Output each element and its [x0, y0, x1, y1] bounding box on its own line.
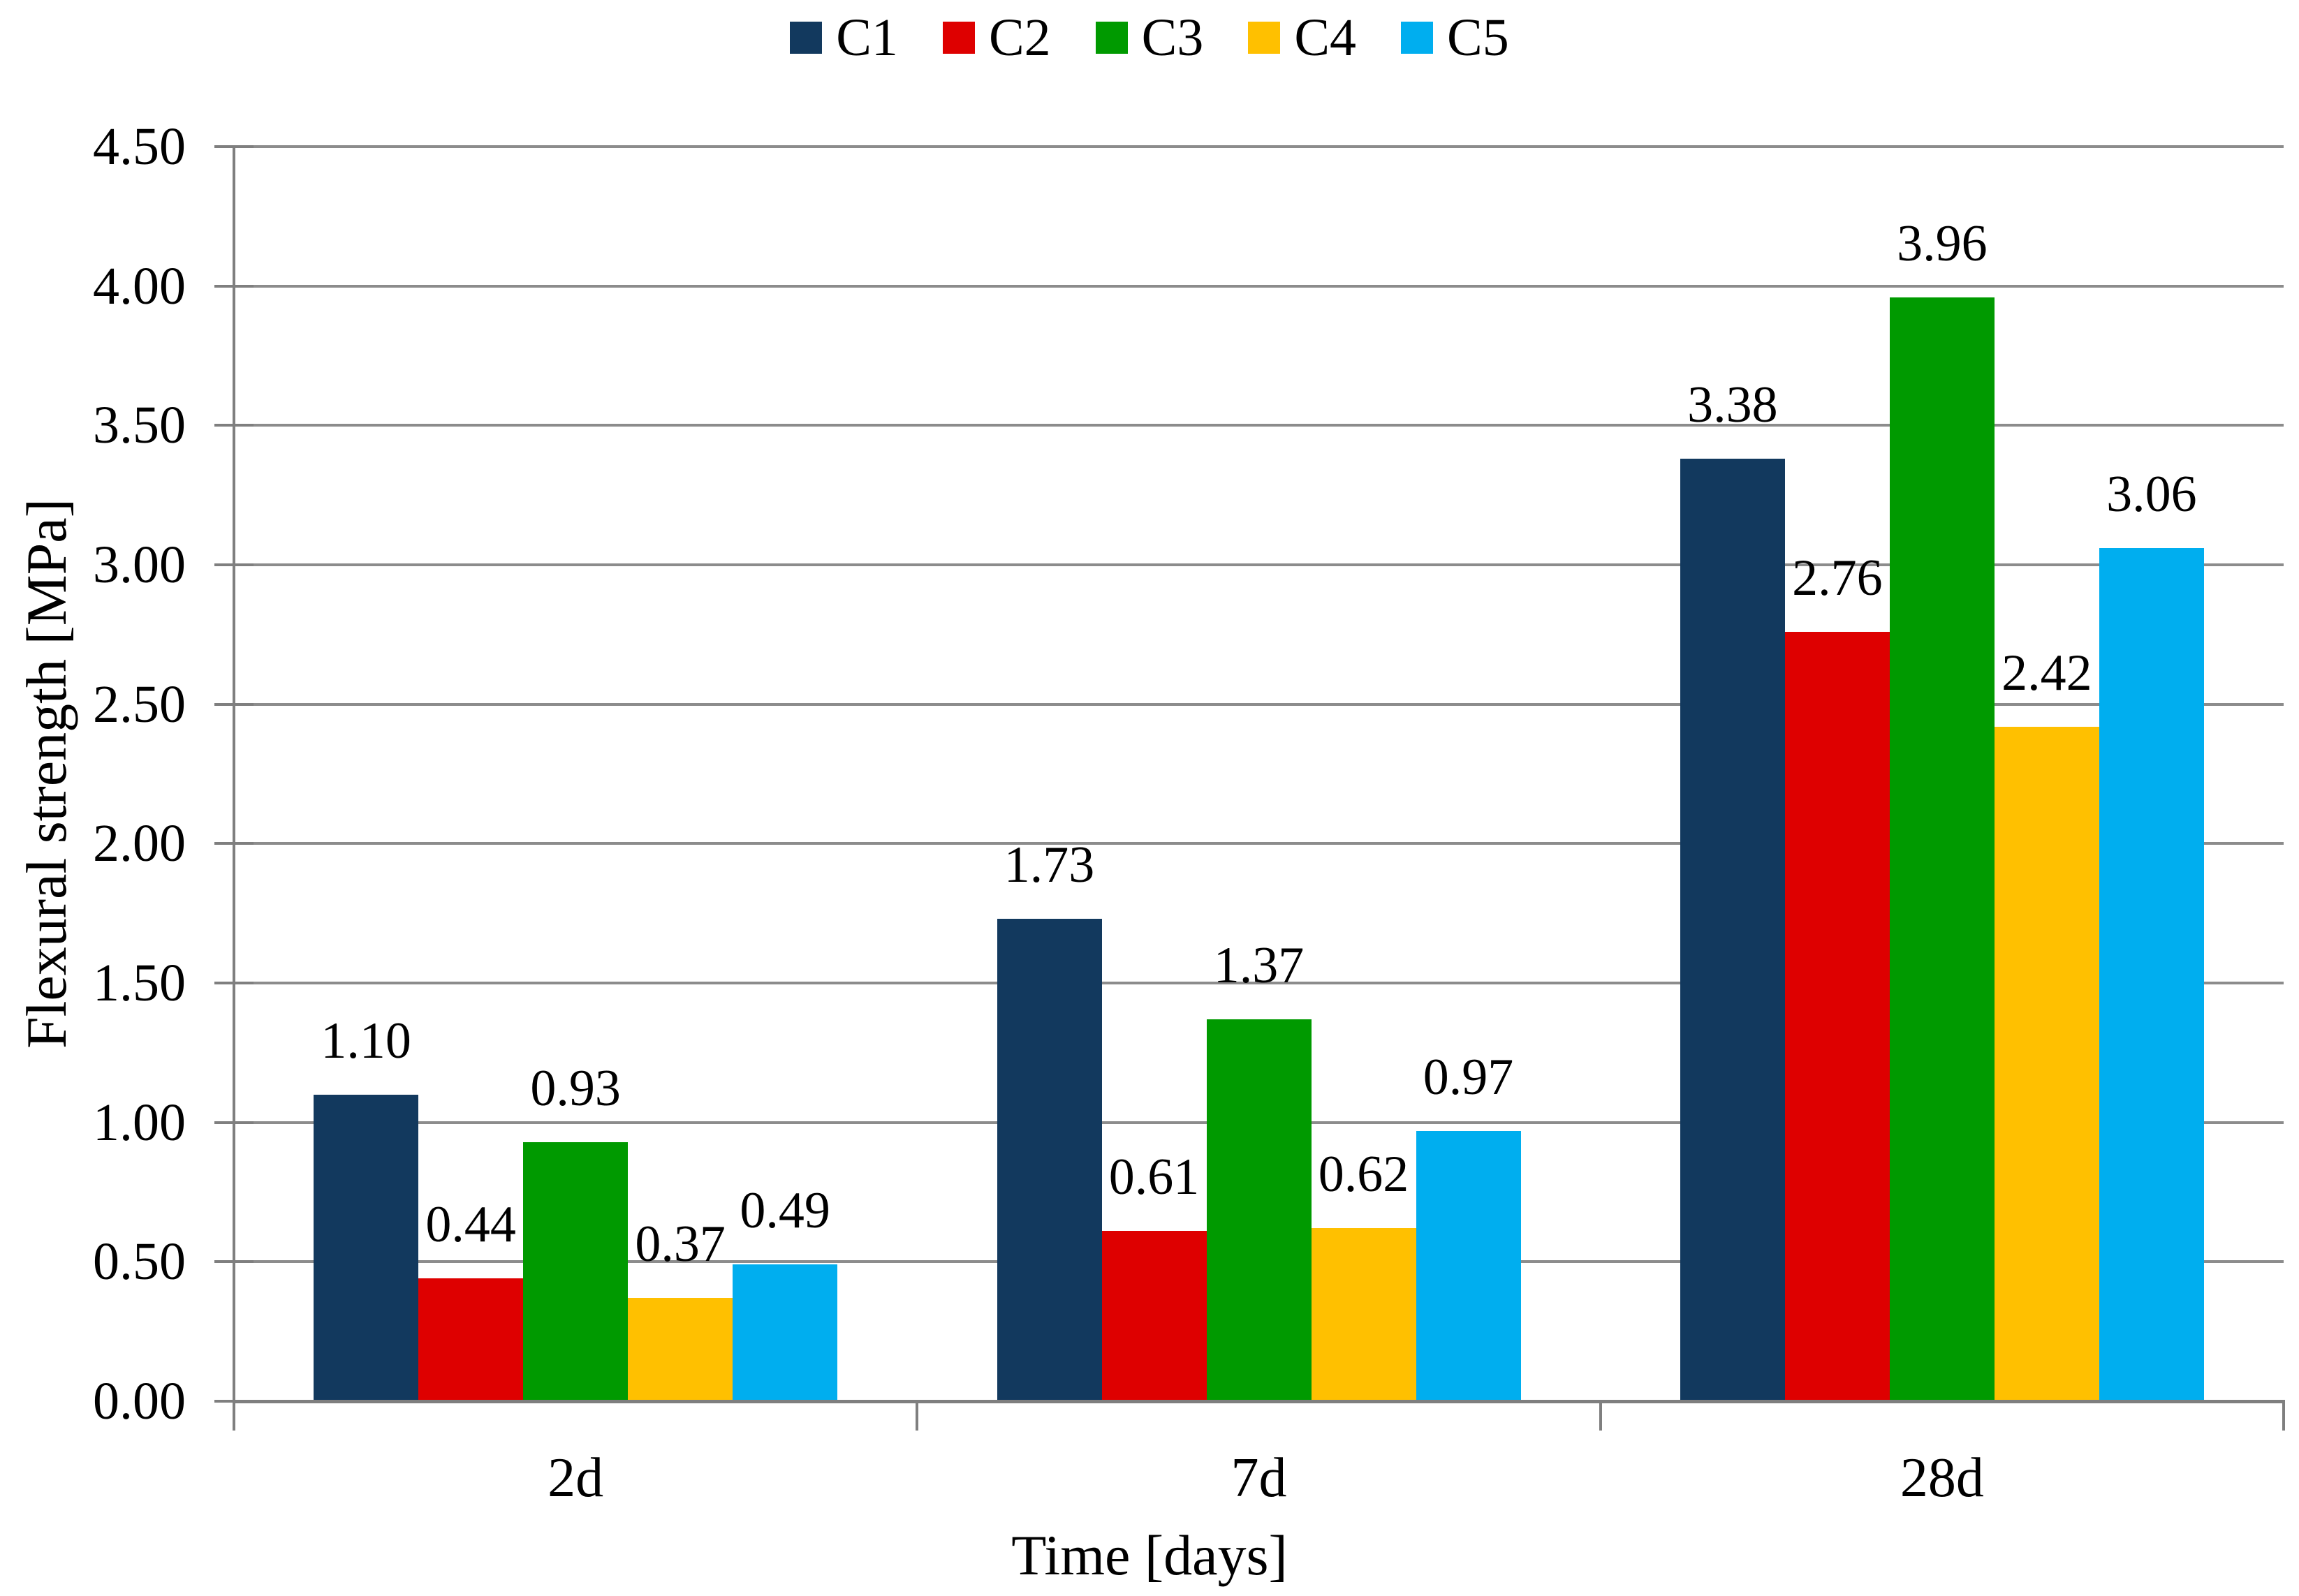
value-label-C2-28d: 2.76	[1792, 549, 1883, 607]
legend-label-C2: C2	[988, 8, 1051, 67]
gridline-3.50	[234, 424, 2284, 427]
legend-item: C3	[1095, 8, 1204, 67]
y-axis-label-2.00: 2.00	[93, 814, 186, 873]
bar-C3-28d	[1889, 297, 1995, 1401]
bar-C2-2d	[418, 1278, 524, 1401]
legend-item: C2	[942, 8, 1051, 67]
value-label-C2-7d: 0.61	[1108, 1148, 1200, 1206]
x-axis-title: Time [days]	[1011, 1523, 1288, 1587]
value-label-C1-28d: 3.38	[1687, 376, 1778, 434]
gridline-4.00	[234, 284, 2284, 288]
x-category-label-28d: 28d	[1900, 1447, 1984, 1509]
y-axis-label-4.00: 4.00	[93, 256, 186, 316]
legend-swatch-C2	[942, 22, 975, 54]
gridline-3.00	[234, 563, 2284, 566]
y-axis-label-1.00: 1.00	[93, 1093, 186, 1152]
value-label-C5-28d: 3.06	[2106, 466, 2197, 524]
legend-swatch-C4	[1248, 22, 1281, 54]
x-tick-2	[1599, 1401, 1602, 1431]
bar-C2-28d	[1784, 631, 1890, 1401]
y-axis-label-3.50: 3.50	[93, 396, 186, 455]
bar-C5-2d	[733, 1264, 838, 1401]
legend-label-C3: C3	[1141, 8, 1204, 67]
gridline-1.50	[234, 982, 2284, 984]
y-axis-label-2.50: 2.50	[93, 674, 186, 734]
value-label-C4-2d: 0.37	[635, 1216, 726, 1273]
value-label-C5-2d: 0.49	[740, 1182, 830, 1240]
value-label-C1-2d: 1.10	[321, 1012, 411, 1070]
y-axis-line	[233, 147, 235, 1431]
x-tick-1	[916, 1401, 919, 1431]
bar-C5-7d	[1416, 1130, 1521, 1401]
legend-item: C4	[1248, 8, 1356, 67]
bar-C3-7d	[1206, 1019, 1312, 1401]
legend-label-C5: C5	[1447, 8, 1509, 67]
legend-swatch-C5	[1401, 22, 1434, 54]
x-category-label-2d: 2d	[548, 1447, 604, 1509]
x-axis-line	[233, 1400, 2285, 1403]
bar-C2-7d	[1101, 1231, 1207, 1401]
legend-swatch-C3	[1095, 22, 1128, 54]
y-axis-label-4.50: 4.50	[93, 117, 186, 176]
value-label-C5-7d: 0.97	[1423, 1048, 1514, 1106]
x-tick-0	[233, 1401, 235, 1431]
x-category-label-7d: 7d	[1231, 1447, 1287, 1509]
bar-C4-28d	[1994, 726, 2099, 1401]
value-label-C1-7d: 1.73	[1004, 836, 1095, 894]
y-axis-label-1.50: 1.50	[93, 954, 186, 1012]
bar-C3-2d	[523, 1141, 629, 1401]
legend-swatch-C1	[790, 22, 823, 54]
x-tick-3	[2282, 1401, 2285, 1431]
value-label-C3-7d: 1.37	[1213, 936, 1305, 994]
value-label-C4-7d: 0.62	[1318, 1146, 1409, 1204]
bar-C1-7d	[997, 919, 1102, 1401]
bar-C4-7d	[1311, 1228, 1416, 1401]
gridline-4.50	[234, 145, 2284, 148]
y-axis-label-0.50: 0.50	[93, 1232, 186, 1292]
value-label-C3-28d: 3.96	[1897, 214, 1988, 272]
y-axis-label-0.00: 0.00	[93, 1372, 186, 1431]
gridline-2.50	[234, 702, 2284, 706]
gridline-2.00	[234, 842, 2284, 845]
legend-label-C4: C4	[1294, 8, 1357, 67]
bar-C5-28d	[2099, 548, 2204, 1401]
legend-item: C5	[1401, 8, 1509, 67]
value-label-C3-2d: 0.93	[530, 1059, 621, 1117]
bar-C1-28d	[1680, 459, 1785, 1401]
legend: C1 C2 C3 C4 C5	[0, 8, 2299, 67]
bar-C1-2d	[314, 1094, 419, 1401]
bar-C4-2d	[628, 1298, 733, 1401]
legend-item: C1	[790, 8, 898, 67]
y-axis-label-3.00: 3.00	[93, 535, 186, 594]
value-label-C4-28d: 2.42	[2001, 644, 2092, 702]
value-label-C2-2d: 0.44	[425, 1196, 516, 1254]
legend-label-C1: C1	[836, 8, 898, 67]
